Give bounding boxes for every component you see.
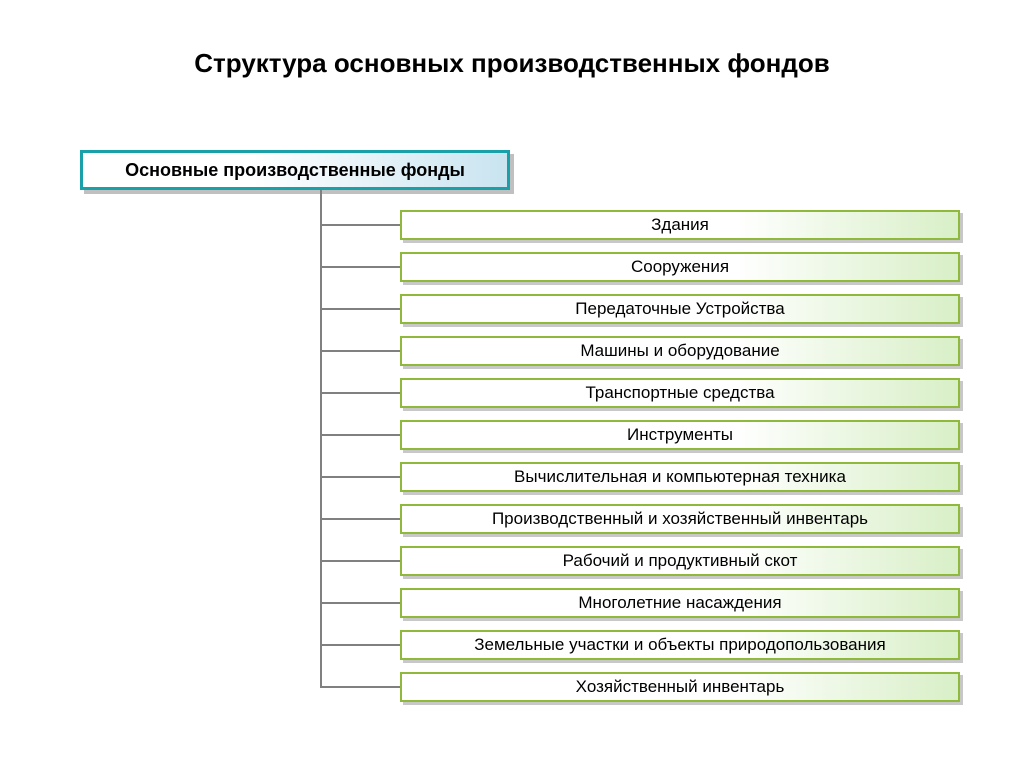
tree-diagram: Основные производственные фонды ЗданияСо… [80, 150, 960, 210]
item-box: Рабочий и продуктивный скот [400, 546, 960, 576]
tree-items: Здания Сооружения Передаточные Устройства М… [400, 210, 960, 714]
tree-spine [320, 190, 322, 688]
slide-title: Структура основных производственных фонд… [0, 48, 1024, 79]
item-box: Передаточные Устройства [400, 294, 960, 324]
tree-branch [320, 266, 400, 268]
item-box: Многолетние насаждения [400, 588, 960, 618]
root-box: Основные производственные фонды [80, 150, 510, 190]
item-box: Машины и оборудование [400, 336, 960, 366]
item-box: Транспортные средства [400, 378, 960, 408]
item-box: Земельные участки и объекты природопольз… [400, 630, 960, 660]
tree-item: Инструменты [400, 420, 960, 450]
tree-branch [320, 644, 400, 646]
tree-item: Передаточные Устройства [400, 294, 960, 324]
item-box: Хозяйственный инвентарь [400, 672, 960, 702]
tree-item: Транспортные средства [400, 378, 960, 408]
tree-item: Машины и оборудование [400, 336, 960, 366]
tree-item: Вычислительная и компьютерная техника [400, 462, 960, 492]
tree-branch [320, 518, 400, 520]
tree-branch [320, 308, 400, 310]
tree-branch [320, 434, 400, 436]
root-node: Основные производственные фонды [80, 150, 510, 190]
tree-branch [320, 686, 400, 688]
tree-item: Земельные участки и объекты природопольз… [400, 630, 960, 660]
tree-item: Здания [400, 210, 960, 240]
tree-branch [320, 476, 400, 478]
item-box: Сооружения [400, 252, 960, 282]
item-box: Производственный и хозяйственный инвента… [400, 504, 960, 534]
tree-branch [320, 560, 400, 562]
tree-item: Многолетние насаждения [400, 588, 960, 618]
tree-branch [320, 392, 400, 394]
item-box: Здания [400, 210, 960, 240]
tree-branch [320, 602, 400, 604]
tree-item: Производственный и хозяйственный инвента… [400, 504, 960, 534]
item-box: Инструменты [400, 420, 960, 450]
tree-branch [320, 224, 400, 226]
tree-item: Рабочий и продуктивный скот [400, 546, 960, 576]
tree-item: Сооружения [400, 252, 960, 282]
item-box: Вычислительная и компьютерная техника [400, 462, 960, 492]
slide: Структура основных производственных фонд… [0, 0, 1024, 767]
tree-branch [320, 350, 400, 352]
tree-item: Хозяйственный инвентарь [400, 672, 960, 702]
